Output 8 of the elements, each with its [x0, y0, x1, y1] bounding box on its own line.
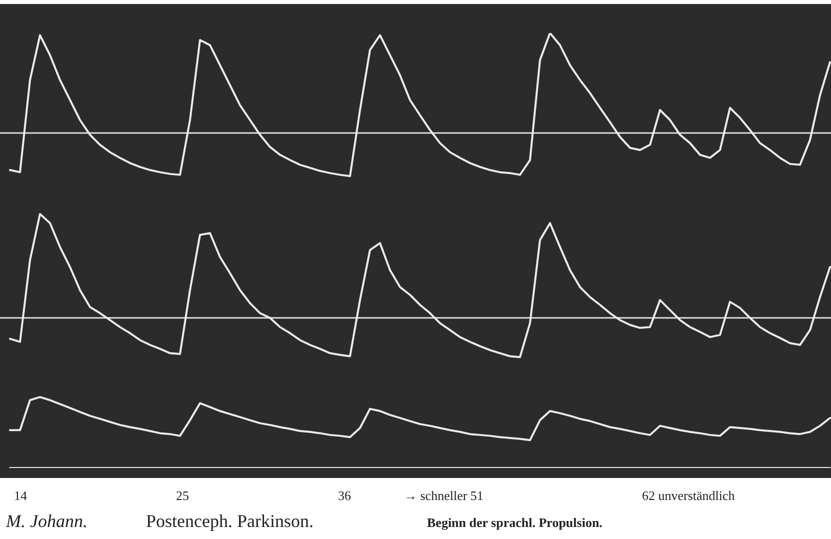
text: 36	[338, 488, 351, 504]
text: 25	[176, 488, 189, 504]
text: Beginn der sprachl. Propulsion.	[427, 515, 602, 531]
text: 62 unverständlich	[642, 488, 735, 504]
text: Postenceph. Parkinson.	[146, 511, 314, 532]
text: → schneller 51	[404, 488, 484, 504]
text: 14	[14, 488, 27, 504]
text: M. Johann.	[6, 511, 88, 532]
